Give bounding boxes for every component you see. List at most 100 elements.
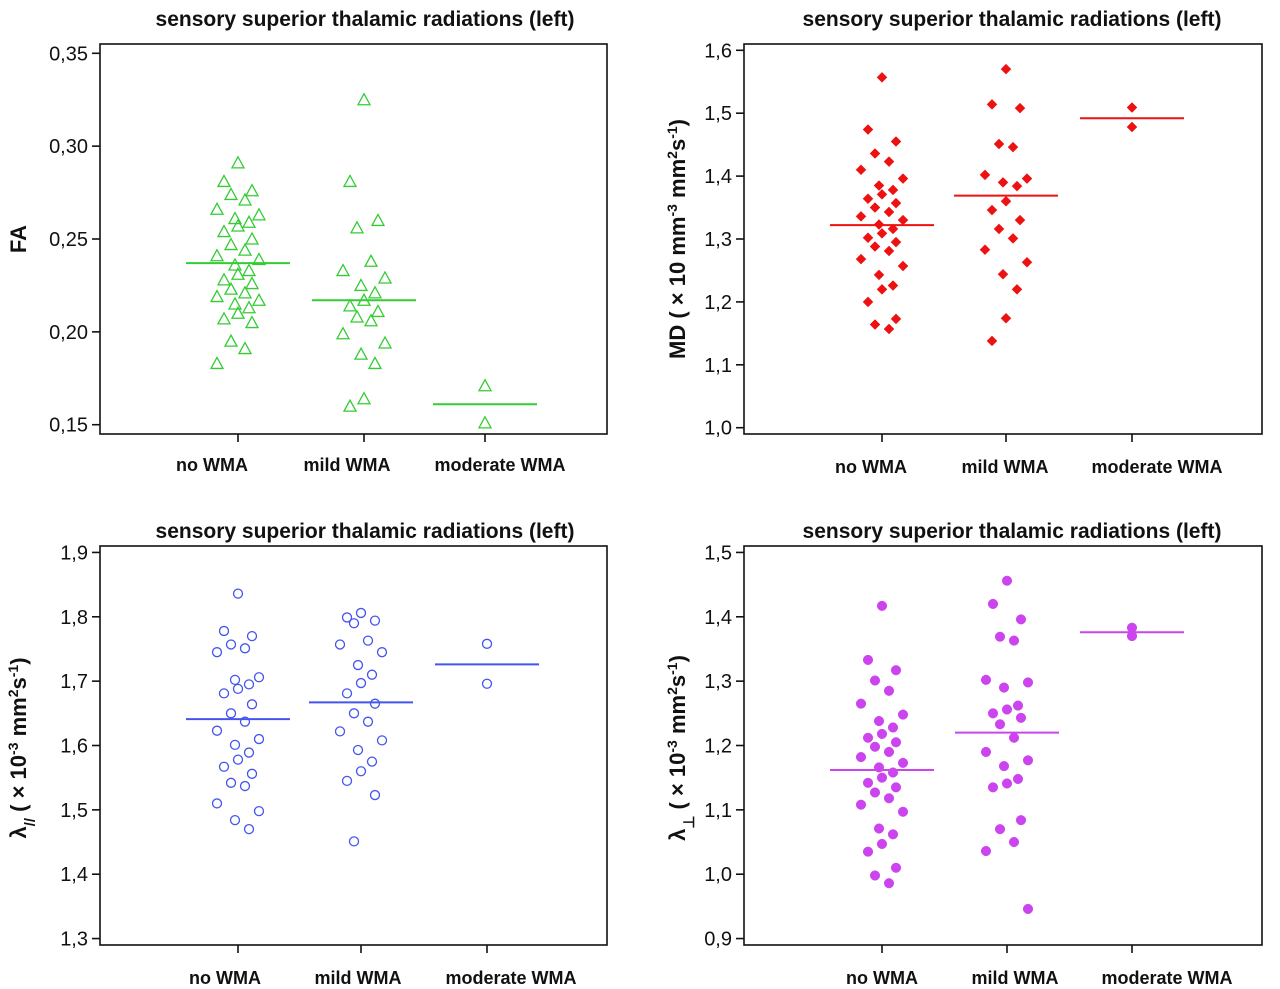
data-point (251, 292, 267, 306)
data-point (1011, 180, 1023, 192)
data-point (227, 257, 243, 271)
data-point (1008, 732, 1020, 743)
data-point (873, 823, 885, 834)
data-point (353, 278, 369, 292)
data-point (1000, 195, 1012, 207)
plot-frame (99, 43, 608, 435)
data-point (239, 643, 251, 654)
y-tick-label: 1,3 (60, 929, 88, 951)
data-point (229, 674, 241, 686)
data-point (342, 174, 358, 188)
data-point (244, 231, 260, 245)
data-point (1014, 214, 1026, 226)
data-point (986, 99, 998, 110)
data-point (355, 766, 367, 777)
data-point (883, 685, 895, 696)
data-point (883, 323, 895, 335)
category-label: no WMA (176, 455, 248, 475)
data-point (897, 709, 909, 720)
y-tick-label: 1,3 (704, 229, 732, 251)
data-point (897, 260, 909, 272)
data-point (869, 148, 881, 159)
data-point (1007, 233, 1019, 244)
data-point (342, 298, 358, 312)
plot-frame (99, 545, 608, 946)
data-point (355, 677, 367, 689)
data-point (366, 756, 378, 767)
data-point (862, 654, 874, 665)
data-point (887, 829, 899, 840)
data-point (883, 245, 895, 257)
data-point (890, 197, 902, 209)
data-point (876, 188, 888, 200)
data-point (243, 824, 255, 835)
data-point (216, 272, 232, 286)
data-point (887, 223, 899, 235)
data-point (477, 415, 493, 429)
category-label: moderate WMA (1101, 968, 1232, 988)
data-point (341, 612, 353, 623)
data-point (998, 761, 1010, 772)
y-tick-label: 1,7 (60, 671, 88, 693)
category-label: mild WMA (972, 968, 1059, 988)
y-axis-label: FA (6, 225, 31, 253)
data-point (353, 346, 369, 360)
data-point (1000, 63, 1012, 75)
data-point (370, 304, 386, 318)
data-point (237, 285, 253, 299)
data-point (230, 155, 246, 169)
data-point (993, 138, 1005, 150)
data-point (341, 775, 353, 787)
data-point (232, 683, 244, 695)
data-point (211, 647, 223, 658)
data-point (869, 787, 881, 798)
data-point (869, 202, 881, 213)
data-point (998, 682, 1010, 693)
data-point (363, 313, 379, 327)
data-point (869, 741, 881, 752)
data-point (349, 220, 365, 234)
data-point (209, 201, 225, 215)
data-point (363, 253, 379, 267)
data-point (987, 782, 999, 793)
data-point (369, 615, 381, 626)
data-point (246, 630, 258, 642)
chart-title: sensory superior thalamic radiations (le… (156, 8, 575, 31)
chart-panel-1: sensory superior thalamic radiations (le… (6, 8, 608, 475)
data-point (232, 588, 244, 599)
data-point (987, 598, 999, 609)
data-point (876, 71, 888, 83)
data-point (897, 806, 909, 817)
data-point (253, 672, 265, 683)
chart-panel-2: sensory superior thalamic radiations (le… (664, 8, 1263, 477)
data-point (1021, 256, 1033, 268)
data-point (890, 862, 902, 873)
data-point (869, 870, 881, 881)
data-point (1008, 836, 1020, 848)
data-point (883, 206, 895, 218)
data-point (862, 846, 874, 857)
data-point (876, 728, 888, 739)
y-tick-label: 1,1 (704, 355, 732, 377)
data-point (1022, 903, 1034, 915)
data-point (376, 735, 388, 746)
data-point (251, 207, 267, 221)
data-point (352, 744, 364, 756)
chart-panel-3: sensory superior thalamic radiations (le… (5, 520, 608, 988)
data-point (1021, 173, 1033, 184)
data-point (251, 252, 267, 266)
y-tick-label: 1,5 (60, 800, 88, 822)
data-point (883, 878, 895, 889)
data-point (1001, 575, 1013, 586)
data-point (1012, 773, 1024, 785)
y-tick-label: 0,25 (49, 229, 88, 251)
data-point (897, 173, 909, 184)
y-axis-label: λ// ( × 10-3 mm2s-1) (5, 657, 39, 838)
data-point (869, 675, 881, 686)
data-point (239, 716, 251, 727)
data-point (216, 311, 232, 325)
data-point (243, 747, 255, 758)
category-label: mild WMA (304, 455, 391, 475)
data-point (209, 248, 225, 262)
data-point (237, 341, 253, 355)
